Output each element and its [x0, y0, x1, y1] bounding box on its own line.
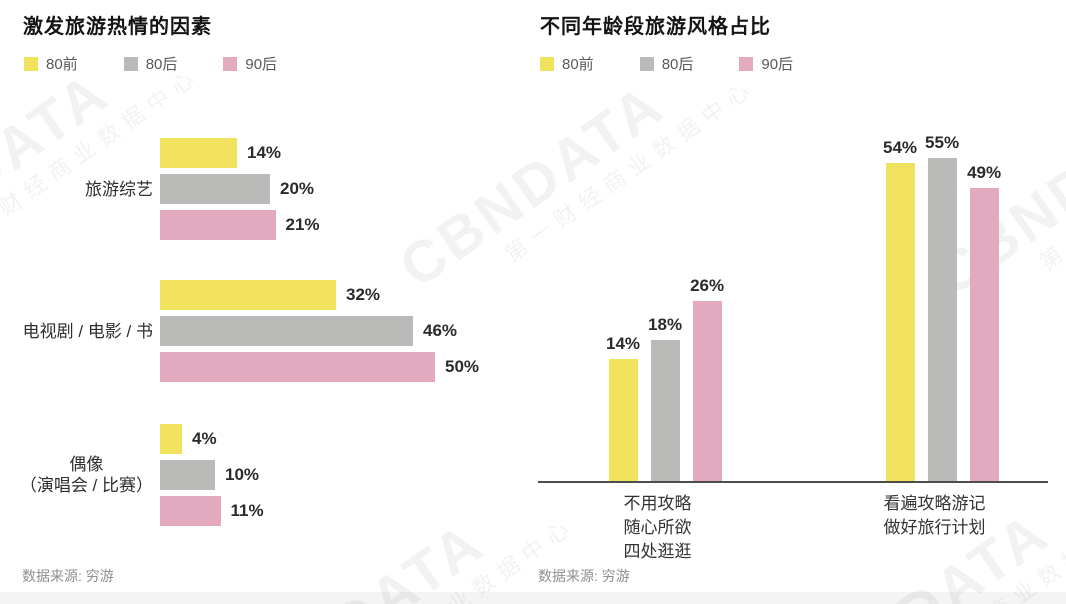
- bar: [160, 174, 270, 204]
- bar: [692, 301, 722, 481]
- legend-label: 90后: [245, 56, 278, 73]
- legend-swatch: [639, 56, 654, 71]
- bar: [927, 158, 957, 481]
- legend-swatch: [739, 56, 754, 71]
- legend-item: 80后: [123, 53, 178, 74]
- bar: [650, 340, 680, 481]
- bar-row: 10%: [160, 460, 264, 490]
- x-axis-line: [538, 481, 1048, 483]
- legend-label: 80后: [661, 56, 694, 73]
- value-label: 11%: [230, 501, 264, 520]
- value-label: 14%: [247, 143, 282, 162]
- legend-swatch: [24, 56, 38, 71]
- legend-item: 80后: [639, 53, 694, 74]
- bars-column: 14% 20% 21%: [160, 138, 320, 240]
- value-label: 18%: [648, 315, 683, 334]
- bars-column: 4% 10% 11%: [160, 424, 264, 526]
- category-label: 不用攻略 随心所欲 四处逛逛: [623, 494, 692, 561]
- bar-row: 11%: [160, 496, 264, 526]
- bar: [160, 496, 221, 526]
- bar-row: 46%: [160, 316, 479, 346]
- legend-item: 90后: [739, 53, 793, 74]
- bar: [160, 424, 182, 454]
- left-chart-groups: 旅游综艺 14% 20% 21% 电视剧 / 电影 / 书 32% 46% 50% 偶像 （演唱…: [0, 0, 532, 604]
- category-label: 偶像 （演唱会 / 比赛）: [0, 454, 153, 496]
- bar: [885, 163, 915, 481]
- legend-item: 80前: [540, 53, 594, 74]
- bar-row: 21%: [160, 210, 320, 240]
- left-chart-title: 激发旅游热情的因素: [23, 16, 212, 38]
- legend-label: 80后: [145, 56, 178, 73]
- value-label: 49%: [967, 163, 1002, 182]
- bar: [608, 359, 638, 481]
- bar-with-label: 18%: [648, 315, 682, 481]
- legend-item: 90后: [223, 53, 277, 74]
- bar-with-label: 55%: [925, 133, 959, 481]
- bar-row: 14%: [160, 138, 320, 168]
- category-label: 看遍攻略游记 做好旅行计划: [883, 494, 986, 537]
- bottom-strip: [0, 592, 1066, 604]
- value-label: 55%: [925, 133, 960, 152]
- bar: [160, 460, 215, 490]
- bar-group: 偶像 （演唱会 / 比赛） 4% 10% 11%: [0, 424, 264, 526]
- right-chart-panel: 不同年龄段旅游风格占比 80前 80后 90后 14% 18% 26% 不用攻略 随心所欲…: [538, 0, 1066, 604]
- category-label: 旅游综艺: [0, 179, 153, 200]
- legend-item: 80前: [24, 53, 78, 74]
- legend-swatch: [540, 56, 554, 71]
- right-chart-title: 不同年龄段旅游风格占比: [540, 16, 771, 38]
- value-label: 10%: [225, 465, 260, 484]
- bar: [160, 138, 237, 168]
- left-chart-source: 数据来源: 穷游: [22, 568, 114, 584]
- bar-with-label: 49%: [967, 163, 1001, 481]
- bars-column: 32% 46% 50%: [160, 280, 479, 382]
- bar-row: 50%: [160, 352, 479, 382]
- right-chart-legend: 80前 80后 90后: [540, 53, 793, 74]
- legend-label: 90后: [761, 56, 794, 73]
- bar: [160, 316, 413, 346]
- bar-row: 20%: [160, 174, 320, 204]
- category-label-text: 电视剧 / 电影 / 书: [22, 321, 153, 341]
- category-label-text: 旅游综艺: [85, 179, 153, 199]
- category-label-text: 偶像 （演唱会 / 比赛）: [19, 455, 153, 495]
- bar-row: 32%: [160, 280, 479, 310]
- left-chart-legend: 80前 80后 90后: [24, 53, 277, 74]
- legend-swatch: [123, 56, 138, 71]
- value-label: 54%: [883, 138, 918, 157]
- value-label: 50%: [445, 357, 480, 376]
- bar: [160, 210, 276, 240]
- bar-group: 电视剧 / 电影 / 书 32% 46% 50%: [0, 280, 479, 382]
- value-label: 32%: [346, 285, 381, 304]
- bar-with-label: 54%: [883, 138, 917, 481]
- legend-label: 80前: [562, 56, 594, 73]
- bar-with-label: 26%: [690, 276, 724, 481]
- bar: [969, 188, 999, 481]
- legend-label: 80前: [46, 56, 78, 73]
- bar: [160, 280, 336, 310]
- category-label: 电视剧 / 电影 / 书: [0, 321, 153, 342]
- right-chart-source: 数据来源: 穷游: [538, 568, 630, 584]
- right-chart-plot: 14% 18% 26% 不用攻略 随心所欲 四处逛逛 54% 55% 49% 看遍攻略游记 做…: [538, 0, 1066, 604]
- bar: [160, 352, 435, 382]
- value-label: 20%: [280, 179, 315, 198]
- bar-group: 旅游综艺 14% 20% 21%: [0, 138, 320, 240]
- value-label: 46%: [423, 321, 458, 340]
- bar-group: 14% 18% 26%: [606, 276, 724, 481]
- bar-with-label: 14%: [606, 334, 640, 481]
- value-label: 21%: [285, 215, 320, 234]
- value-label: 4%: [192, 429, 217, 448]
- bar-row: 4%: [160, 424, 264, 454]
- legend-swatch: [223, 56, 238, 71]
- left-chart-panel: 激发旅游热情的因素 80前 80后 90后 旅游综艺 14% 20% 21% 电视剧 / 电…: [0, 0, 532, 604]
- value-label: 26%: [690, 276, 725, 295]
- bar-group: 54% 55% 49%: [883, 133, 1001, 481]
- value-label: 14%: [606, 334, 641, 353]
